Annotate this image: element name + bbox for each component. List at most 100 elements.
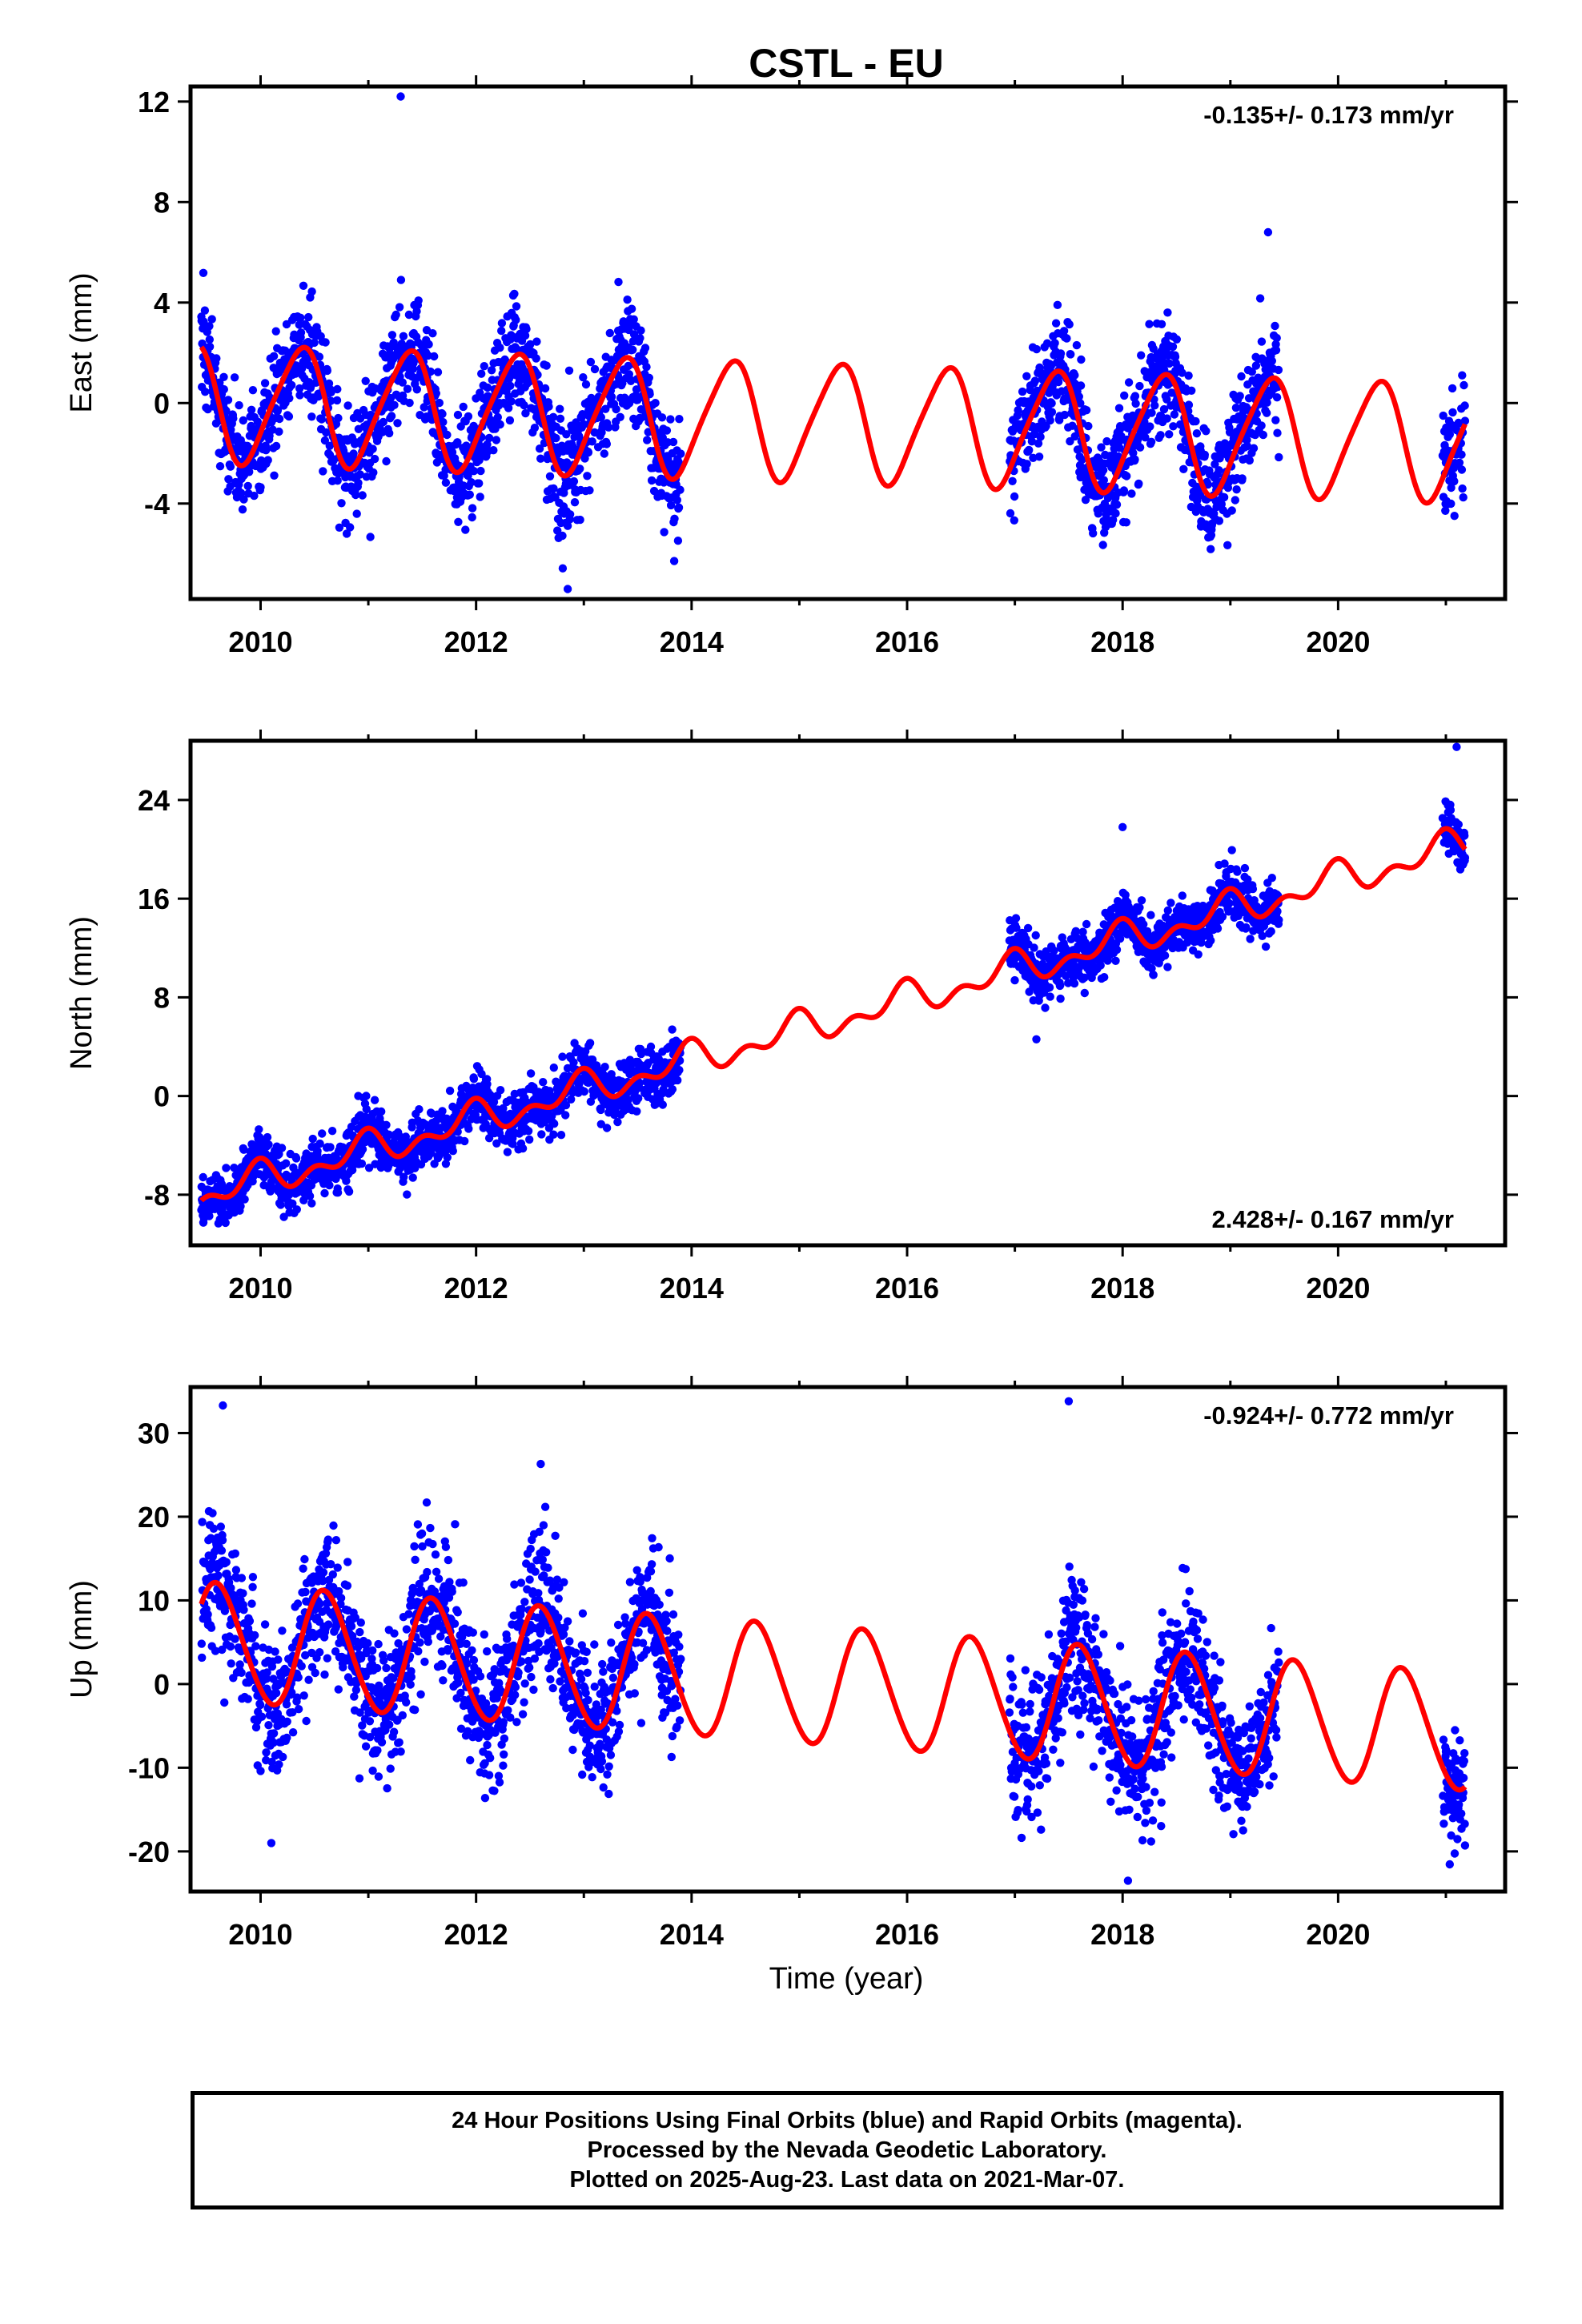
- data-point: [1248, 884, 1258, 894]
- data-point: [1077, 355, 1086, 364]
- data-point: [480, 362, 488, 371]
- data-point: [325, 1180, 334, 1190]
- data-point: [1070, 979, 1079, 988]
- data-point: [358, 491, 367, 500]
- data-point: [613, 1117, 622, 1127]
- data-point: [1213, 924, 1223, 933]
- data-point: [1099, 476, 1109, 485]
- data-point: [1034, 452, 1044, 461]
- data-point: [1163, 906, 1173, 915]
- data-point: [1066, 350, 1075, 359]
- data-point: [282, 1700, 291, 1709]
- data-point: [304, 312, 313, 322]
- data-point-outlier: [1452, 742, 1461, 751]
- data-point: [548, 412, 558, 421]
- data-point: [207, 1623, 216, 1632]
- data-point: [1070, 371, 1079, 380]
- data-point: [357, 1159, 367, 1168]
- data-point: [1271, 321, 1279, 331]
- data-point: [308, 1134, 317, 1144]
- data-point: [1458, 484, 1467, 493]
- data-point: [200, 306, 210, 315]
- data-point: [198, 1518, 207, 1526]
- data-point: [483, 1080, 492, 1089]
- data-point: [545, 472, 555, 480]
- data-point: [1448, 408, 1457, 417]
- data-point: [1454, 820, 1464, 829]
- data-point: [1042, 339, 1052, 348]
- data-point: [616, 412, 624, 421]
- data-point: [428, 329, 437, 338]
- data-point: [408, 1173, 417, 1182]
- data-point: [385, 428, 394, 438]
- data-point: [239, 416, 247, 425]
- data-point: [467, 478, 476, 487]
- data-point: [585, 486, 594, 495]
- data-point: [1042, 421, 1050, 431]
- data-point: [222, 1558, 231, 1566]
- data-point: [1034, 439, 1043, 448]
- data-point: [240, 1195, 249, 1204]
- data-point: [1135, 903, 1144, 912]
- data-point: [1065, 320, 1074, 329]
- y-tick-label: 0: [154, 1080, 170, 1113]
- data-point: [1011, 914, 1021, 923]
- data-point: [483, 440, 492, 449]
- data-point: [602, 1124, 612, 1132]
- data-point: [497, 326, 506, 336]
- data-point: [1267, 356, 1277, 365]
- data-point: [644, 373, 653, 382]
- data-point: [1275, 452, 1283, 462]
- data-point: [439, 417, 448, 427]
- data-point: [278, 1626, 287, 1635]
- data-point: [199, 1172, 207, 1182]
- data-point: [484, 433, 494, 443]
- data-point: [271, 1688, 281, 1698]
- data-point: [623, 296, 632, 304]
- data-point: [218, 1536, 227, 1545]
- data-point: [256, 1767, 265, 1775]
- data-point: [647, 476, 656, 485]
- data-point: [1146, 422, 1154, 431]
- data-point: [297, 364, 307, 373]
- data-point: [549, 484, 558, 493]
- data-point: [203, 1610, 212, 1619]
- data-point: [387, 412, 396, 420]
- data-point: [1207, 936, 1215, 945]
- data-point: [583, 472, 592, 480]
- data-point: [214, 1571, 223, 1580]
- data-point: [245, 468, 254, 476]
- x-tick-label: 2020: [1306, 1272, 1370, 1305]
- data-point: [1030, 376, 1040, 385]
- data-point: [1167, 388, 1176, 397]
- data-point: [1257, 421, 1266, 430]
- data-point: [393, 419, 402, 428]
- data-point: [1130, 392, 1140, 400]
- data-point: [239, 495, 248, 504]
- data-point: [1006, 509, 1015, 518]
- data-point: [248, 1573, 258, 1582]
- data-point: [585, 1039, 595, 1047]
- data-point: [205, 342, 215, 352]
- data-point: [199, 317, 208, 326]
- y-axis-label: North (mm): [65, 916, 98, 1070]
- data-point: [1458, 371, 1467, 380]
- data-point: [1244, 394, 1254, 403]
- data-point: [580, 1087, 588, 1096]
- data-point: [1089, 529, 1098, 538]
- data-point: [496, 1086, 505, 1095]
- data-point: [1166, 899, 1175, 907]
- data-point: [243, 481, 252, 491]
- data-point: [562, 430, 571, 439]
- data-point: [475, 479, 484, 488]
- data-point: [1178, 368, 1186, 377]
- data-point: [570, 498, 580, 507]
- data-point: [1219, 493, 1229, 502]
- data-point: [512, 316, 520, 324]
- data-point: [558, 1052, 567, 1061]
- data-point: [627, 304, 636, 313]
- data-point: [1036, 432, 1045, 441]
- data-point: [1025, 445, 1034, 455]
- data-point: [395, 303, 404, 312]
- data-point: [1457, 465, 1467, 474]
